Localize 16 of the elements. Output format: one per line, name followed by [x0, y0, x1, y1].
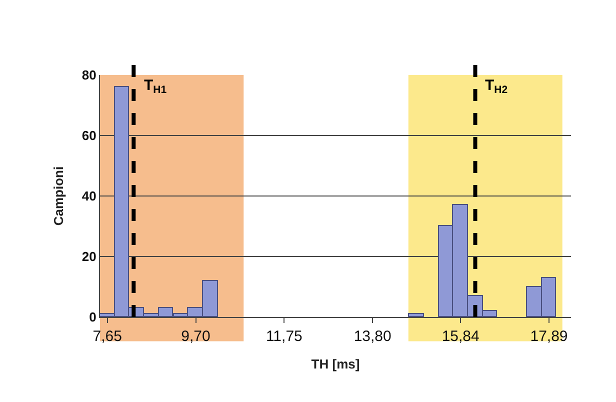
- x-tick-label: 9,70: [181, 328, 210, 345]
- y-axis-title: Campioni: [50, 166, 66, 226]
- ref-line-label: T$_{H1}$: [144, 77, 167, 96]
- x-axis-title: TH [ms]: [311, 356, 360, 372]
- bar: [408, 313, 424, 317]
- x-tick-label: 13,80: [354, 328, 392, 345]
- y-tick-label: 80: [82, 68, 96, 83]
- y-tick-label: 60: [82, 128, 96, 144]
- y-tick-label: 40: [82, 188, 96, 204]
- x-tick-label: 15,84: [442, 328, 480, 345]
- y-tick-label: 20: [82, 249, 96, 264]
- x-tick-label: 17,89: [530, 328, 568, 345]
- y-tick-label: 0: [89, 310, 96, 325]
- x-tick-label: 7,65: [92, 328, 122, 345]
- ref-line-label: T$_{H2}$: [485, 77, 508, 96]
- x-tick-label: 11,75: [266, 328, 302, 345]
